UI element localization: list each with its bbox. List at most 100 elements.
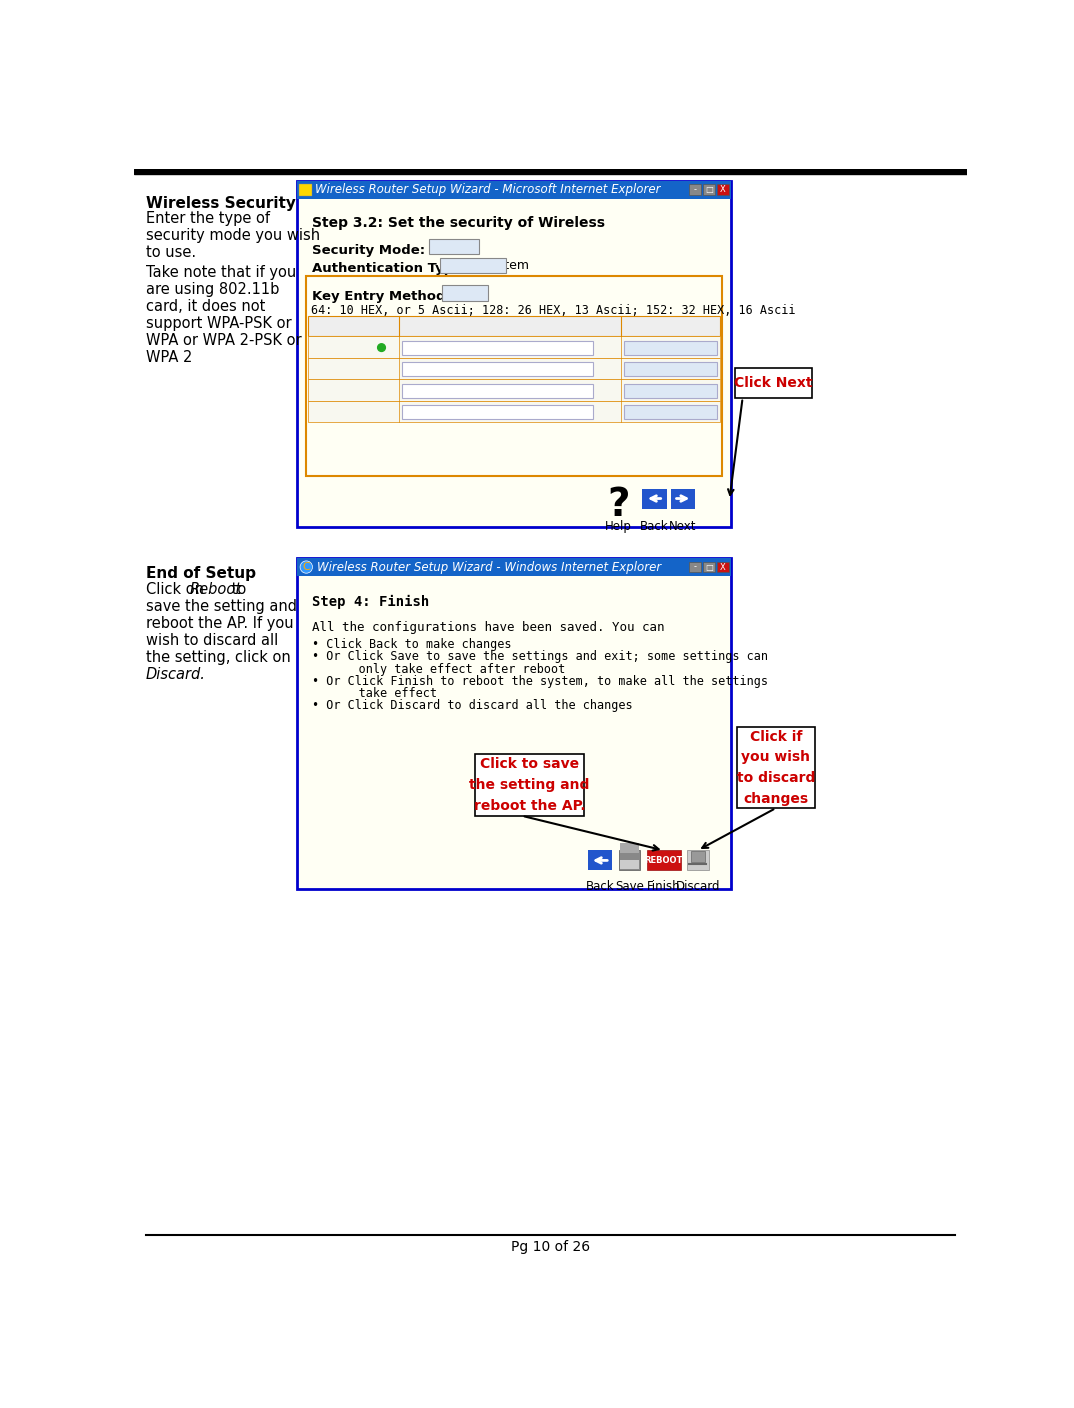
Bar: [703, 562, 714, 573]
Text: Wireless Router Setup Wizard - Microsoft Internet Explorer: Wireless Router Setup Wizard - Microsoft…: [315, 183, 661, 196]
Bar: [440, 258, 506, 273]
Text: ▼: ▼: [706, 407, 713, 417]
Bar: [687, 850, 709, 870]
Text: to: to: [228, 583, 247, 597]
Text: Finish: Finish: [647, 880, 681, 893]
Text: • Or Click Save to save the settings and exit; some settings can: • Or Click Save to save the settings and…: [313, 650, 769, 663]
Text: Click Next: Click Next: [735, 376, 813, 390]
Text: Key 2: Key 2: [311, 363, 344, 376]
Text: Click to save
the setting and
reboot the AP.: Click to save the setting and reboot the…: [469, 758, 590, 812]
Bar: [690, 184, 700, 196]
Text: Key Entry Method:: Key Entry Method:: [313, 290, 451, 303]
Text: Save: Save: [615, 880, 644, 893]
Bar: [620, 860, 639, 869]
Bar: [297, 180, 731, 527]
Text: ▼: ▼: [706, 365, 713, 375]
Bar: [670, 489, 695, 508]
Text: Wireless Security: Wireless Security: [146, 196, 295, 211]
Bar: [620, 843, 639, 853]
Bar: [642, 489, 667, 508]
Bar: [476, 755, 584, 815]
Text: Security Mode:: Security Mode:: [313, 244, 425, 256]
Bar: [402, 341, 593, 355]
Text: :: :: [388, 406, 392, 418]
Bar: [717, 184, 728, 196]
Bar: [308, 358, 721, 379]
Bar: [587, 850, 612, 870]
Text: -: -: [694, 186, 696, 194]
Text: Key: Key: [498, 321, 521, 334]
Text: ▼: ▼: [706, 386, 713, 396]
Bar: [308, 379, 721, 401]
Text: Authentication Type:: Authentication Type:: [313, 262, 468, 275]
Text: Reboot: Reboot: [190, 583, 242, 597]
Bar: [308, 401, 721, 422]
Bar: [737, 727, 815, 808]
Text: C: C: [303, 562, 310, 572]
Text: Take note that if you: Take note that if you: [146, 265, 296, 280]
Bar: [306, 276, 722, 476]
Bar: [402, 384, 593, 397]
Text: Wireless Router Setup Wizard - Windows Internet Explorer: Wireless Router Setup Wizard - Windows I…: [317, 560, 662, 573]
Text: WPA 2: WPA 2: [146, 351, 192, 365]
Text: WPA or WPA 2-PSK or: WPA or WPA 2-PSK or: [146, 332, 302, 348]
Text: ▼: ▼: [706, 342, 713, 352]
Text: Discard: Discard: [676, 880, 720, 893]
Text: 64: 64: [627, 341, 643, 353]
Text: All the configurations have been saved. You can: All the configurations have been saved. …: [313, 621, 665, 634]
Text: 123AS: 123AS: [405, 341, 445, 353]
Text: None: None: [627, 363, 661, 376]
Text: save the setting and: save the setting and: [146, 600, 296, 614]
Text: • Click Back to make changes: • Click Back to make changes: [313, 638, 512, 650]
Text: :: :: [388, 341, 392, 353]
Bar: [134, 169, 967, 175]
Text: • Or Click Discard to discard all the changes: • Or Click Discard to discard all the ch…: [313, 700, 634, 712]
Text: Pg 10 of 26: Pg 10 of 26: [511, 1240, 590, 1255]
Bar: [691, 852, 705, 862]
Text: Discard.: Discard.: [146, 667, 206, 681]
Bar: [300, 183, 311, 196]
Circle shape: [378, 344, 386, 352]
Text: Key 3: Key 3: [311, 384, 344, 397]
Bar: [717, 562, 728, 573]
Text: Help: Help: [605, 520, 633, 534]
Bar: [619, 850, 640, 870]
Text: None: None: [627, 406, 661, 418]
Bar: [300, 183, 311, 196]
Text: to use.: to use.: [146, 245, 195, 260]
Text: :: :: [388, 384, 392, 397]
Text: Key 4: Key 4: [311, 406, 344, 418]
Text: REBOOT: REBOOT: [644, 856, 683, 865]
Bar: [308, 315, 721, 337]
Bar: [297, 558, 731, 576]
Text: None: None: [627, 384, 661, 397]
Bar: [308, 337, 721, 358]
Text: □: □: [705, 563, 713, 572]
Text: Enter the type of: Enter the type of: [146, 211, 270, 227]
Bar: [624, 406, 717, 420]
Text: -: -: [694, 563, 696, 572]
Text: Step 4: Finish: Step 4: Finish: [313, 594, 430, 608]
Text: Click if
you wish
to discard
changes: Click if you wish to discard changes: [737, 729, 815, 805]
Bar: [297, 558, 731, 888]
Text: Back: Back: [640, 520, 669, 534]
Bar: [647, 850, 681, 870]
Bar: [690, 562, 700, 573]
Text: Enable: Enable: [434, 241, 476, 253]
Bar: [624, 341, 717, 355]
Bar: [703, 184, 714, 196]
Text: Key 1: Key 1: [311, 341, 344, 353]
Text: □: □: [705, 186, 713, 194]
Text: X: X: [720, 186, 726, 194]
Text: Next: Next: [669, 520, 697, 534]
Text: only take effect after reboot: only take effect after reboot: [323, 663, 566, 676]
Text: card, it does not: card, it does not: [146, 298, 265, 314]
Bar: [624, 362, 717, 376]
Text: End of Setup: End of Setup: [146, 566, 256, 580]
Text: are using 802.11b: are using 802.11b: [146, 282, 279, 297]
Bar: [735, 369, 812, 397]
Text: reboot the AP. If you: reboot the AP. If you: [146, 617, 293, 631]
Text: support WPA-PSK or: support WPA-PSK or: [146, 315, 291, 331]
Text: ?: ?: [608, 486, 629, 524]
Text: ▼: ▼: [493, 260, 502, 270]
